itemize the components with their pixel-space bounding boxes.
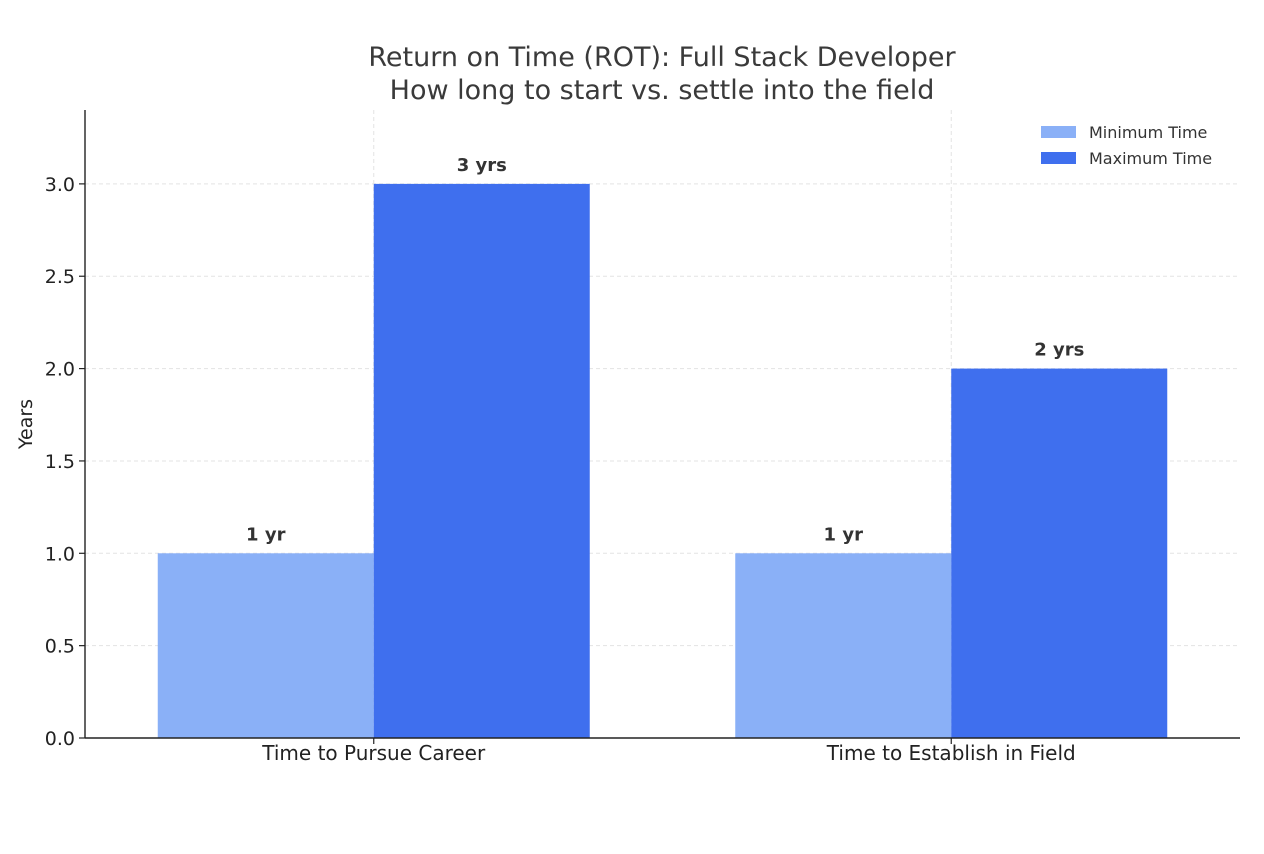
bar-data-label: 3 yrs	[457, 155, 507, 176]
axes: 0.0 0.5 1.0 1.5 2.0 2.5 3.0 Time to Pursue Care…	[45, 110, 1240, 765]
bar-maximum	[951, 368, 1168, 738]
y-tick-label: 1.0	[45, 543, 75, 565]
legend-swatch	[1041, 126, 1076, 138]
bar-data-label: 1 yr	[824, 524, 864, 545]
bar-minimum	[157, 553, 374, 738]
y-tick-label: 2.5	[45, 266, 75, 288]
y-tick-label: 0.5	[45, 636, 75, 658]
y-tick-label: 3.0	[45, 174, 75, 196]
bar-data-label: 1 yr	[246, 524, 286, 545]
y-tick-label: 0.0	[45, 728, 75, 750]
bar-data-label: 2 yrs	[1034, 340, 1084, 361]
x-tick-label: Time to Pursue Career	[261, 741, 486, 765]
chart-subtitle: How long to start vs. settle into the fi…	[390, 75, 935, 106]
x-tick-label: Time to Establish in Field	[826, 741, 1076, 765]
legend-entry-label: Minimum Time	[1089, 123, 1207, 142]
data-labels: 1 yr 1 yr 3 yrs 2 yrs	[246, 155, 1084, 545]
legend-entry-label: Maximum Time	[1089, 149, 1212, 168]
bar-maximum	[373, 183, 590, 739]
y-axis-label: Years	[15, 399, 37, 450]
legend-swatch	[1041, 152, 1076, 164]
bars	[157, 183, 1168, 739]
chart-title: Return on Time (ROT): Full Stack Develop…	[368, 42, 956, 73]
legend: Minimum Time Maximum Time	[1041, 123, 1212, 168]
y-tick-label: 1.5	[45, 451, 75, 473]
bar-minimum	[735, 553, 952, 738]
y-tick-label: 2.0	[45, 359, 75, 381]
